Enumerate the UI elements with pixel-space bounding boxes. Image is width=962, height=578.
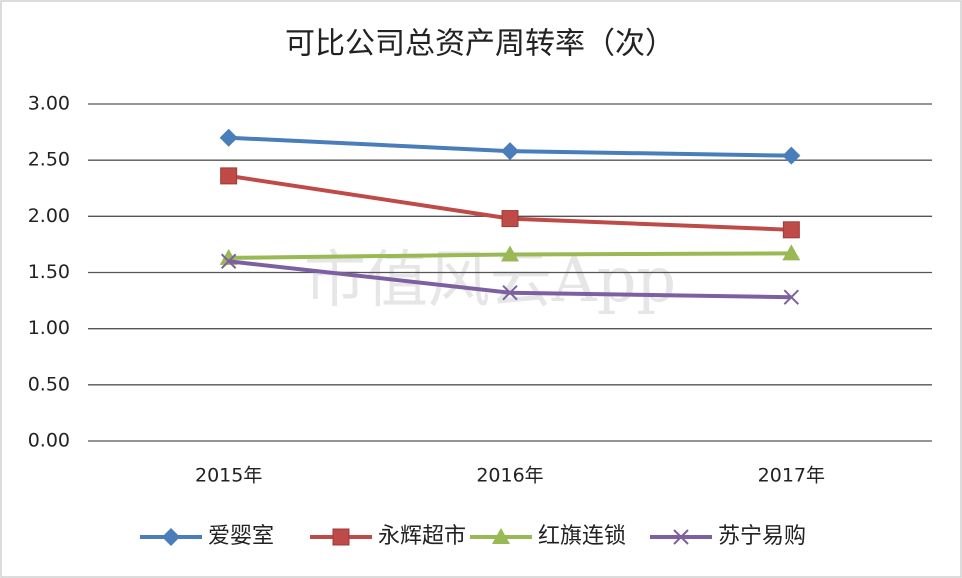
- y-tick-label: 1.00: [28, 317, 70, 339]
- legend-label: 苏宁易购: [718, 524, 806, 549]
- legend-label: 红旗连锁: [538, 524, 626, 549]
- legend-label: 爱婴室: [208, 524, 274, 549]
- y-tick-label: 3.00: [28, 93, 70, 115]
- marker: [501, 210, 519, 228]
- marker: [220, 167, 238, 185]
- y-tick-label: 1.50: [28, 261, 70, 283]
- marker: [502, 285, 518, 301]
- legend-marker: [162, 528, 180, 546]
- x-tick-label: 2016年: [476, 465, 543, 487]
- legend-label: 永辉超市: [378, 524, 466, 549]
- y-tick-label: 0.00: [28, 430, 70, 452]
- y-tick-label: 2.00: [28, 205, 70, 227]
- marker: [782, 221, 800, 239]
- legend-marker: [673, 529, 689, 545]
- marker: [219, 128, 238, 147]
- marker: [501, 245, 519, 262]
- chart-title: 可比公司总资产周转率（次）: [285, 27, 675, 62]
- y-tick-label: 2.50: [28, 149, 70, 171]
- marker: [783, 289, 800, 305]
- x-tick-label: 2017年: [758, 465, 825, 487]
- marker: [782, 146, 801, 165]
- marker: [220, 253, 237, 269]
- x-tick-label: 2015年: [195, 465, 262, 487]
- marker: [501, 142, 519, 161]
- legend-marker: [492, 528, 510, 544]
- legend-marker: [332, 528, 350, 546]
- y-tick-label: 0.50: [28, 373, 70, 395]
- marker: [782, 244, 801, 261]
